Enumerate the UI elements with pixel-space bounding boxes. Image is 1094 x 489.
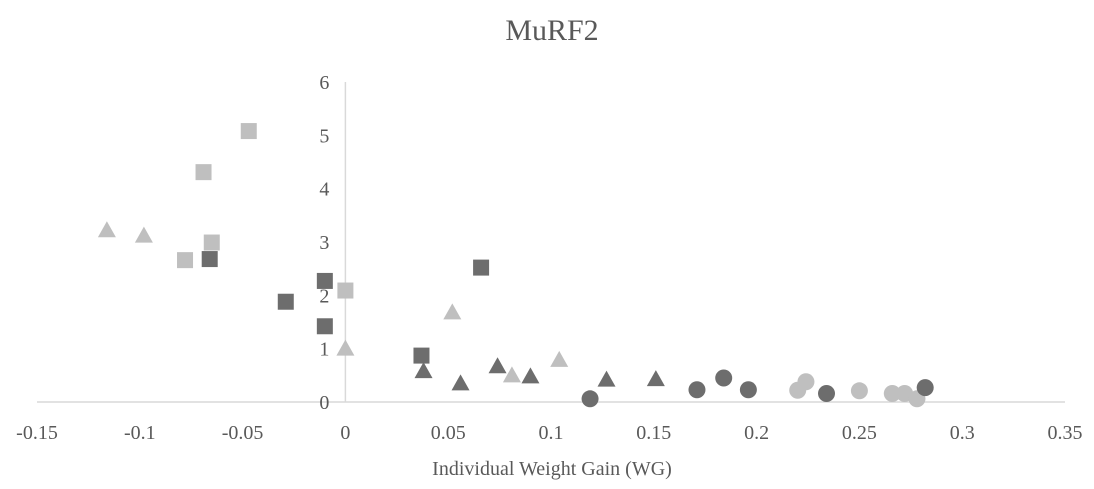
scatter-point-square <box>337 282 354 299</box>
y-tick-label: 0 <box>319 392 329 414</box>
scatter-point-square <box>413 347 430 364</box>
scatter-point-triangle <box>451 374 470 391</box>
scatter-point-circle <box>739 381 757 399</box>
scatter-point-circle <box>883 384 901 402</box>
x-tick-label: -0.1 <box>124 422 156 444</box>
x-tick-label: 0 <box>340 422 350 444</box>
scatter-point-circle <box>916 379 934 397</box>
scatter-point-square <box>240 123 257 140</box>
scatter-point-triangle <box>597 370 616 387</box>
scatter-point-circle <box>850 382 868 400</box>
scatter-point-circle <box>818 384 836 402</box>
scatter-point-triangle <box>97 221 116 238</box>
scatter-point-circle <box>789 381 807 399</box>
scatter-point-triangle <box>488 357 507 374</box>
scatter-point-triangle <box>443 303 462 320</box>
chart-title: MuRF2 <box>505 14 598 47</box>
scatter-point-triangle <box>134 226 153 243</box>
chart-axes <box>37 82 1065 403</box>
scatter-point-square <box>203 234 220 251</box>
x-tick-label: 0.1 <box>539 422 564 444</box>
scatter-point-triangle <box>336 339 355 356</box>
y-tick-label: 6 <box>319 72 329 94</box>
x-tick-label: 0.35 <box>1048 422 1083 444</box>
x-axis-title: Individual Weight Gain (WG) <box>432 458 672 480</box>
scatter-point-circle <box>688 381 706 399</box>
scatter-point-square <box>316 272 333 289</box>
x-tick-label: -0.15 <box>16 422 58 444</box>
x-tick-label: -0.05 <box>222 422 264 444</box>
scatter-point-square <box>201 251 218 268</box>
chart-tick-labels: -0.15 -0.1 -0.05 0 0.05 0.1 0.15 0.2 0.25 0.3 0.35… <box>16 72 1082 444</box>
scatter-point-triangle <box>550 350 569 367</box>
x-tick-label: 0.25 <box>842 422 877 444</box>
scatter-point-square <box>277 293 294 310</box>
chart-marks <box>97 123 934 408</box>
y-tick-label: 4 <box>319 179 329 201</box>
scatter-point-triangle <box>646 370 665 387</box>
scatter-point-triangle <box>502 366 521 383</box>
scatter-point-triangle <box>521 367 540 384</box>
x-tick-label: 0.05 <box>431 422 466 444</box>
scatter-point-square <box>473 259 490 276</box>
y-tick-label: 1 <box>319 339 329 361</box>
scatter-point-square <box>316 318 333 335</box>
x-tick-label: 0.15 <box>636 422 671 444</box>
scatter-point-square <box>195 164 212 181</box>
scatter-point-square <box>177 252 194 269</box>
x-tick-label: 0.3 <box>950 422 975 444</box>
scatter-point-circle <box>715 369 733 387</box>
y-tick-label: 3 <box>319 232 329 254</box>
y-tick-label: 5 <box>319 125 329 147</box>
scatter-point-triangle <box>414 362 433 379</box>
scatter-point-circle <box>581 390 599 408</box>
y-tick-label: 2 <box>319 285 329 307</box>
x-tick-label: 0.2 <box>744 422 769 444</box>
